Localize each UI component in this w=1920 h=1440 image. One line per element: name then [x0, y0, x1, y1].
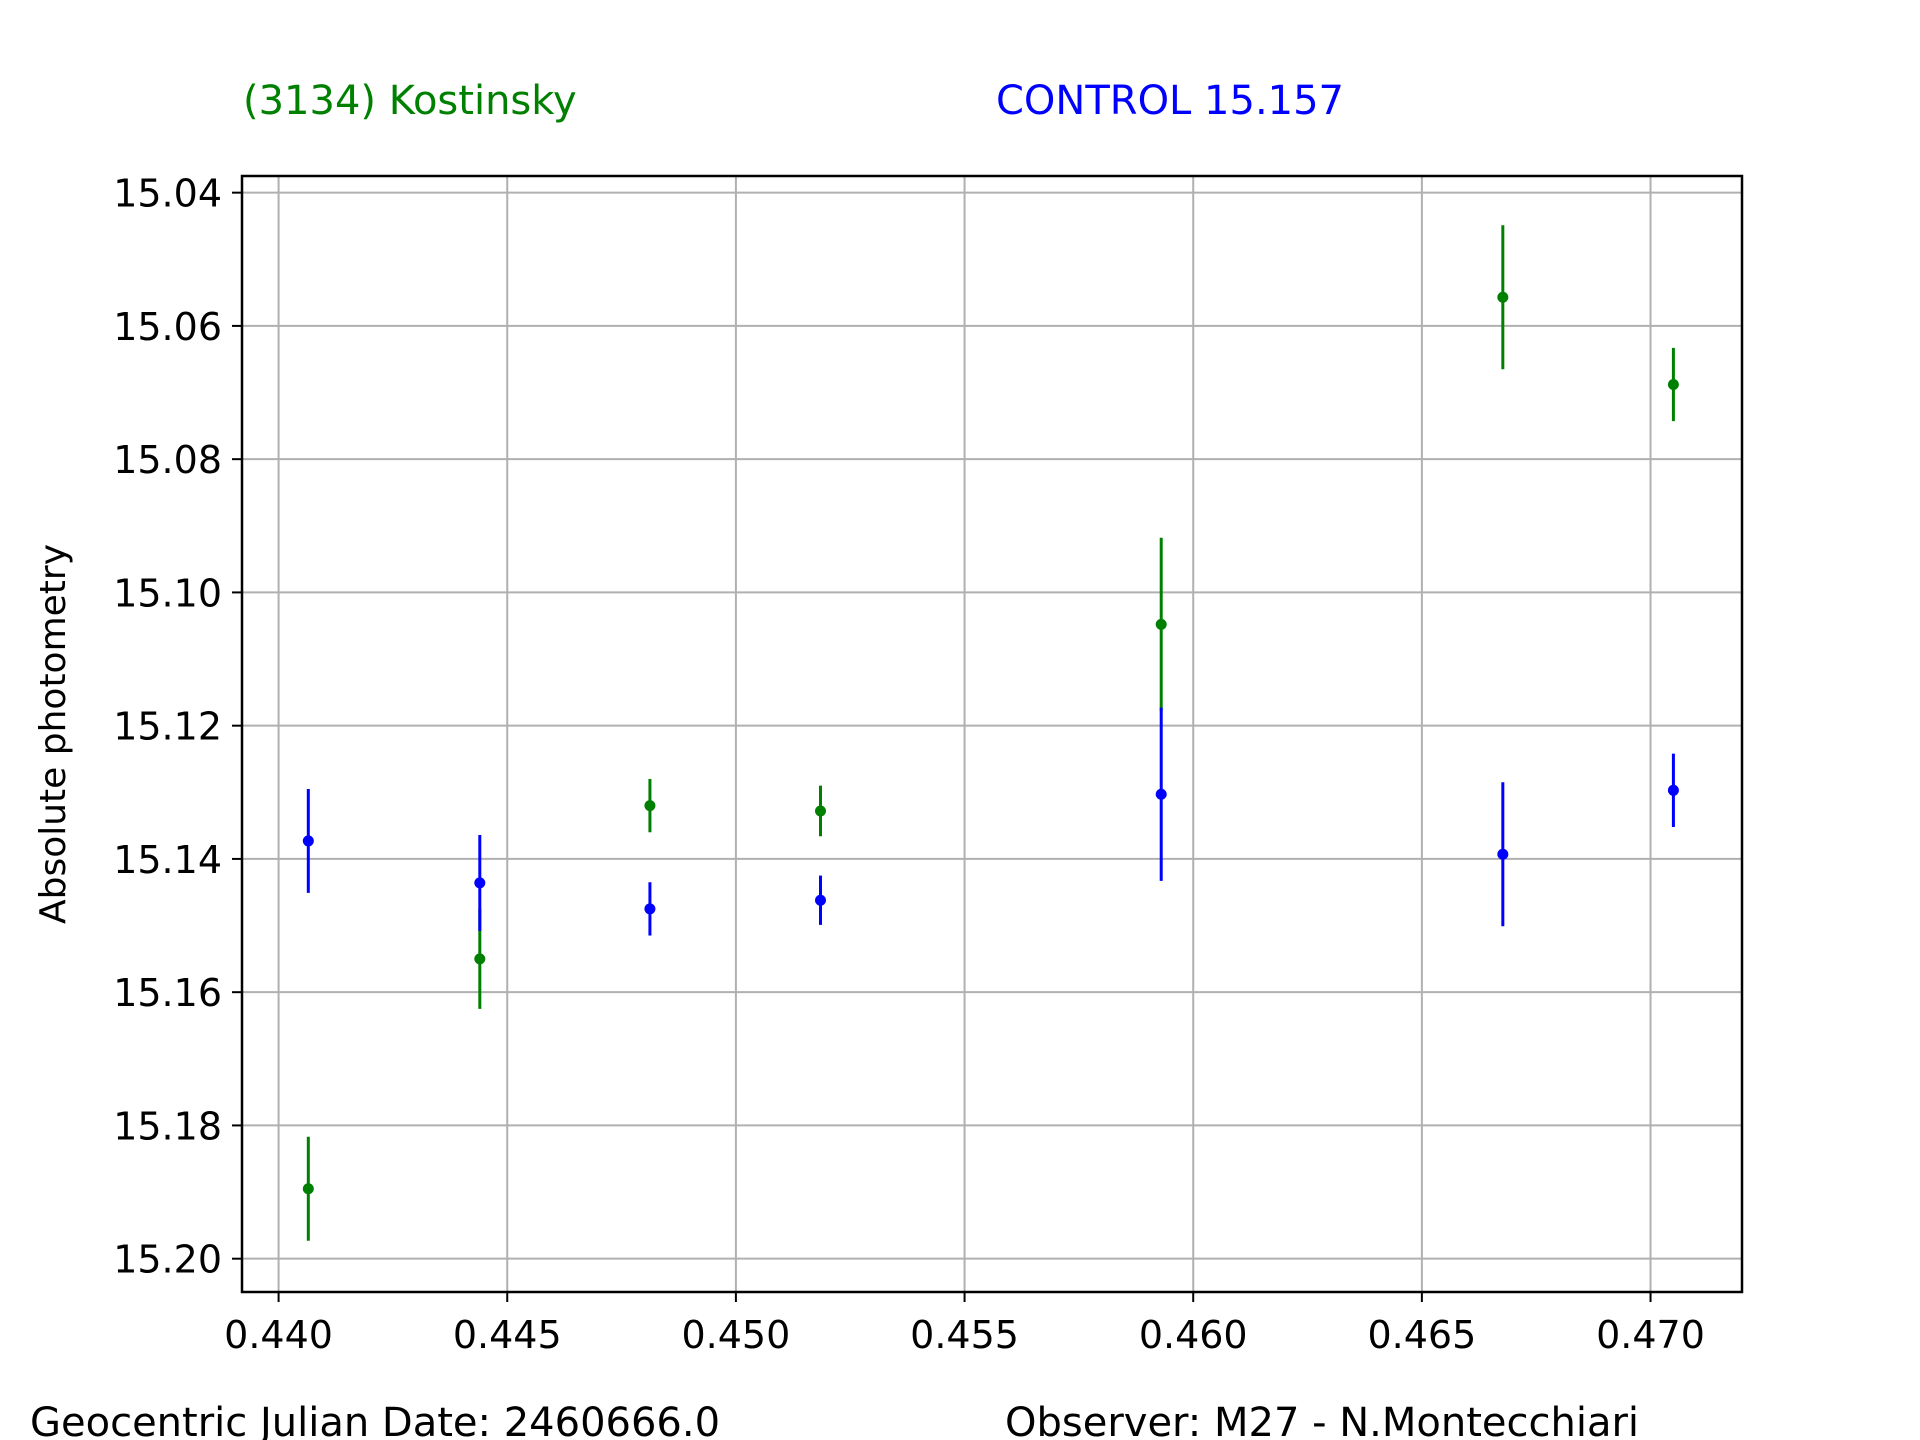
y-axis-label: Absolute photometry [33, 544, 74, 924]
data-point [1497, 848, 1509, 860]
data-point [1155, 788, 1167, 800]
series-layer [302, 225, 1679, 1241]
data-point [302, 1183, 314, 1195]
x-tick-label: 0.470 [1596, 1313, 1705, 1357]
y-tick-label: 15.04 [113, 172, 222, 216]
x-tick-label: 0.465 [1367, 1313, 1476, 1357]
y-tick-label: 15.18 [113, 1104, 222, 1148]
data-point [1667, 379, 1679, 391]
y-tick-label: 15.08 [113, 438, 222, 482]
y-tick-label: 15.06 [113, 305, 222, 349]
data-point [644, 800, 656, 812]
data-point [644, 903, 656, 915]
x-tick-label: 0.445 [453, 1313, 562, 1357]
chart-title-left: (3134) Kostinsky [243, 78, 577, 124]
y-tick-label: 15.14 [113, 838, 222, 882]
data-point [1667, 784, 1679, 796]
x-tick-label: 0.455 [910, 1313, 1019, 1357]
x-axis: 0.440 0.445 0.450 0.455 0.460 0.465 0.470 [224, 1292, 1705, 1357]
grid [242, 176, 1742, 1292]
chart-title-right: CONTROL 15.157 [996, 78, 1344, 124]
y-tick-label: 15.12 [113, 705, 222, 749]
data-point [815, 805, 827, 817]
series-0 [302, 225, 1679, 1241]
footer-observer: Observer: M27 - N.Montecchiari [1005, 1400, 1639, 1440]
y-tick-label: 15.10 [113, 571, 222, 615]
data-point [1155, 618, 1167, 630]
x-tick-label: 0.440 [224, 1313, 333, 1357]
y-tick-label: 15.16 [113, 971, 222, 1015]
data-point [302, 835, 314, 847]
data-point [815, 894, 827, 906]
data-point [474, 877, 486, 889]
data-point [474, 953, 486, 965]
data-point [1497, 291, 1509, 303]
x-tick-label: 0.460 [1139, 1313, 1248, 1357]
y-axis: 15.04 15.06 15.08 15.10 15.12 15.14 15.16 15.18… [113, 172, 242, 1282]
y-tick-label: 15.20 [113, 1238, 222, 1282]
x-tick-label: 0.450 [682, 1313, 791, 1357]
plot-frame [240, 174, 1744, 1294]
footer-date: Geocentric Julian Date: 2460666.0 [30, 1400, 720, 1440]
series-1 [302, 707, 1679, 936]
